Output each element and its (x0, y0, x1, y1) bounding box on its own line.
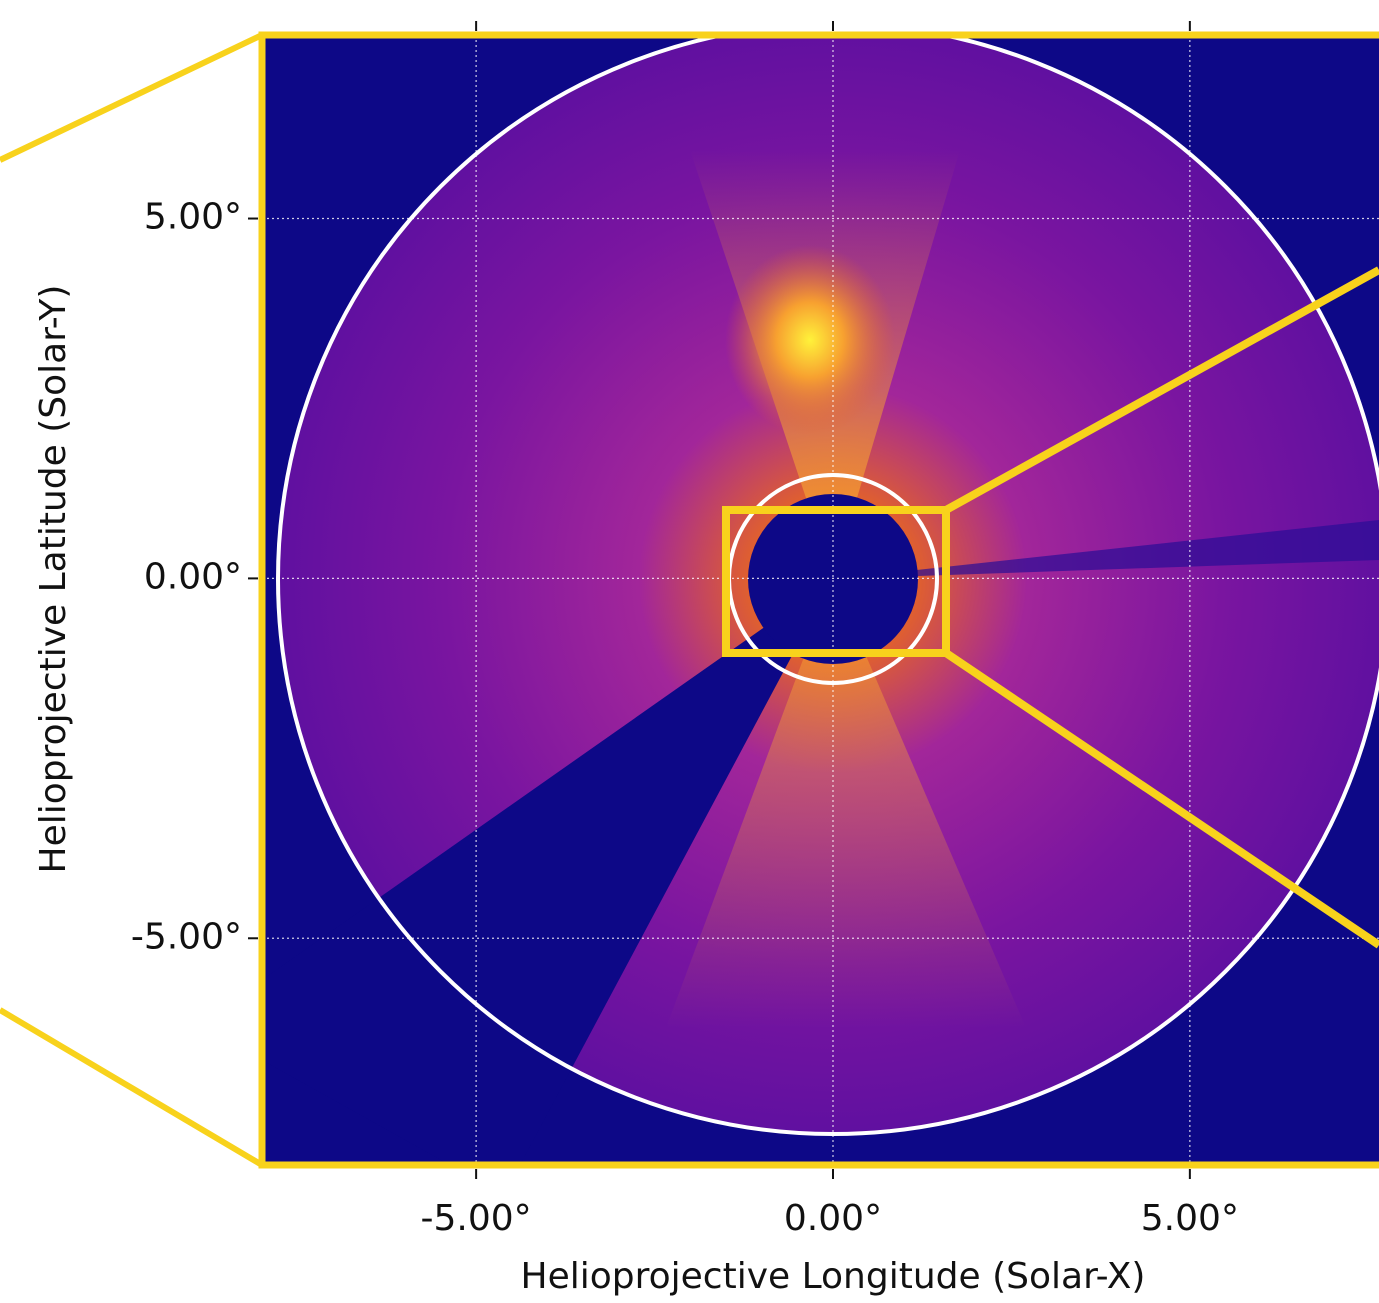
page: Helioprojective Longitude (Solar-X) Heli… (0, 0, 1379, 1303)
zoom-line (0, 35, 262, 160)
x-tick-label: 5.00° (1141, 1198, 1239, 1239)
x-tick-label: 0.00° (784, 1198, 882, 1239)
cme (725, 245, 895, 435)
x-axis-label: Helioprojective Longitude (Solar-X) (521, 1256, 1146, 1297)
image-area (262, 24, 1379, 1165)
zoom-line (0, 1010, 262, 1165)
chart: Helioprojective Longitude (Solar-X) Heli… (0, 0, 1379, 1303)
y-tick-label: 0.00° (144, 556, 242, 597)
y-tick-label: 5.00° (144, 197, 242, 238)
y-axis-label: Helioprojective Latitude (Solar-Y) (33, 285, 74, 874)
x-tick-label: -5.00° (421, 1198, 532, 1239)
y-tick-label: -5.00° (131, 916, 242, 957)
